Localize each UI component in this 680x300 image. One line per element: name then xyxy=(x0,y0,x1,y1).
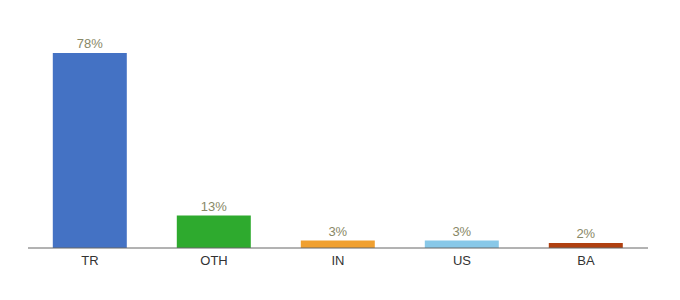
svg-text:3%: 3% xyxy=(328,224,347,239)
svg-text:US: US xyxy=(453,253,471,268)
svg-text:BA: BA xyxy=(577,253,595,268)
svg-text:TR: TR xyxy=(81,253,98,268)
svg-text:3%: 3% xyxy=(452,224,471,239)
svg-text:OTH: OTH xyxy=(200,253,227,268)
svg-text:13%: 13% xyxy=(201,199,227,214)
svg-text:2%: 2% xyxy=(576,226,595,241)
svg-text:78%: 78% xyxy=(77,36,103,51)
svg-text:IN: IN xyxy=(332,253,345,268)
